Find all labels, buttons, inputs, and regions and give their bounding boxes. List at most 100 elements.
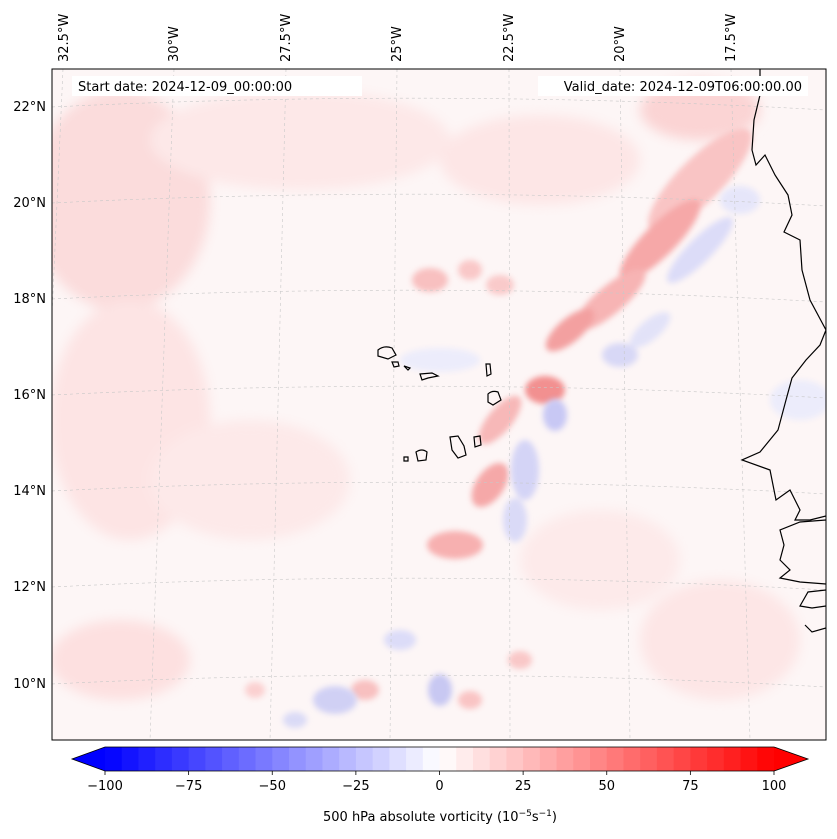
colorbar-cell xyxy=(740,747,758,771)
colorbar-tick-label: 50 xyxy=(598,779,615,794)
colorbar-cell xyxy=(523,747,541,771)
colorbar-cell xyxy=(757,747,775,771)
longitude-labels: 32.5°W 30°W 27.5°W 25°W 22.5°W 20°W 17.5… xyxy=(57,14,739,62)
island-maio xyxy=(473,435,482,448)
colorbar-cell xyxy=(623,747,641,771)
colorbar-cell xyxy=(155,747,173,771)
colorbar-tick-label: 75 xyxy=(682,779,699,794)
colorbar-cell xyxy=(723,747,742,771)
africa-coastline-south xyxy=(778,519,826,633)
meridian-27-5w xyxy=(269,69,287,740)
colorbar-tick-label: −50 xyxy=(259,779,286,794)
island-sao-nicolau xyxy=(419,372,440,381)
colorbar-cell xyxy=(573,747,591,771)
colorbar-cell xyxy=(690,747,708,771)
lat-label: 12°N xyxy=(13,580,46,595)
colorbar-cell xyxy=(288,747,307,771)
lon-label: 22.5°W xyxy=(502,14,517,62)
colorbar-cell xyxy=(556,747,574,771)
colorbar-extend-low xyxy=(72,747,105,771)
colorbar-extend-high xyxy=(774,747,808,771)
meridian-25w xyxy=(389,69,398,740)
lon-label: 27.5°W xyxy=(279,14,294,62)
colorbar-cell xyxy=(707,747,725,771)
colorbar-cell xyxy=(590,747,608,771)
parallel-20n xyxy=(52,193,826,207)
colorbar-cell xyxy=(222,747,240,771)
colorbar-tick-label: 100 xyxy=(762,779,787,794)
colorbar-label: 500 hPa absolute vorticity (10−5s−1) xyxy=(323,809,557,825)
colorbar-label-exp1: −5 xyxy=(519,809,532,819)
africa-coastline xyxy=(740,69,826,521)
colorbar-cell xyxy=(238,747,257,771)
island-santo-antao xyxy=(377,346,397,360)
colorbar-cell xyxy=(406,747,424,771)
vorticity-band xyxy=(245,128,752,709)
graticule xyxy=(52,69,826,740)
colorbar-cell xyxy=(456,747,474,771)
lon-label: 30°W xyxy=(167,26,182,62)
colorbar-label-exp2: −1 xyxy=(539,809,552,819)
colorbar-cell xyxy=(205,747,223,771)
colorbar-cell xyxy=(539,747,558,771)
colorbar-tick-label: −25 xyxy=(342,779,369,794)
meridian-30w xyxy=(149,69,175,740)
colorbar-label-mid: s xyxy=(532,810,539,825)
map-frame xyxy=(51,68,827,741)
lon-label: 20°W xyxy=(613,26,628,62)
island-brava xyxy=(403,456,409,462)
colorbar-cell xyxy=(171,747,190,771)
lon-label: 17.5°W xyxy=(724,14,739,62)
colorbar-tick-label: −75 xyxy=(175,779,202,794)
colorbar-cell xyxy=(489,747,508,771)
meridian-17-5w xyxy=(730,69,751,740)
parallel-12n xyxy=(52,577,826,591)
island-sal xyxy=(485,363,492,377)
colorbar-cell xyxy=(656,747,675,771)
colorbar-cell xyxy=(305,747,324,771)
colorbar-cell xyxy=(506,747,524,771)
parallel-22n xyxy=(52,97,826,111)
parallel-16n xyxy=(52,385,826,399)
valid-date-box xyxy=(538,76,808,96)
colorbar-ticks: −100 −75 −50 −25 0 25 50 75 100 xyxy=(87,771,786,794)
colorbar-cell xyxy=(389,747,407,771)
colorbar-tick-label: 25 xyxy=(515,779,532,794)
colorbar-label-end: ) xyxy=(552,810,557,825)
lat-label: 18°N xyxy=(13,292,46,307)
latitude-labels: 22°N 20°N 18°N 16°N 14°N 12°N 10°N xyxy=(13,100,46,692)
colorbar-tick-label: 0 xyxy=(435,779,443,794)
island-santa-luzia xyxy=(403,365,412,371)
lat-label: 22°N xyxy=(13,100,46,115)
lon-label: 32.5°W xyxy=(57,14,72,62)
coastlines xyxy=(377,69,826,633)
colorbar-cell xyxy=(188,747,206,771)
colorbar-cell xyxy=(422,747,441,771)
colorbar-cell xyxy=(121,747,140,771)
colorbar-cell xyxy=(355,747,374,771)
colorbar-cell xyxy=(272,747,290,771)
valid-date-label: Valid_date: 2024-12-09T06:00:00.00 xyxy=(564,80,802,95)
parallel-14n xyxy=(52,481,826,495)
vorticity-negative xyxy=(283,186,826,728)
colorbar-cell xyxy=(606,747,625,771)
island-santiago xyxy=(449,435,467,459)
vorticity-field xyxy=(52,80,826,728)
colorbar-cell xyxy=(105,747,123,771)
meridian-20w xyxy=(619,69,631,740)
island-sao-vicente xyxy=(391,361,400,368)
colorbar: −100 −75 −50 −25 0 25 50 75 100 500 hPa absolute… xyxy=(70,746,810,825)
lat-label: 10°N xyxy=(13,677,46,692)
colorbar-cell xyxy=(339,747,357,771)
island-boa-vista xyxy=(487,390,502,406)
colorbar-cells xyxy=(105,747,775,771)
colorbar-cell xyxy=(138,747,156,771)
colorbar-cell xyxy=(255,747,273,771)
colorbar-cell xyxy=(640,747,658,771)
colorbar-cell xyxy=(322,747,340,771)
colorbar-cell xyxy=(673,747,691,771)
map-panel: Start date: 2024-12-09_00:00:00 Valid_da… xyxy=(51,68,827,741)
colorbar-label-main: 500 hPa absolute vorticity (10 xyxy=(323,810,519,825)
colorbar-tick-label: −100 xyxy=(87,779,123,794)
colorbar-cell xyxy=(472,747,491,771)
